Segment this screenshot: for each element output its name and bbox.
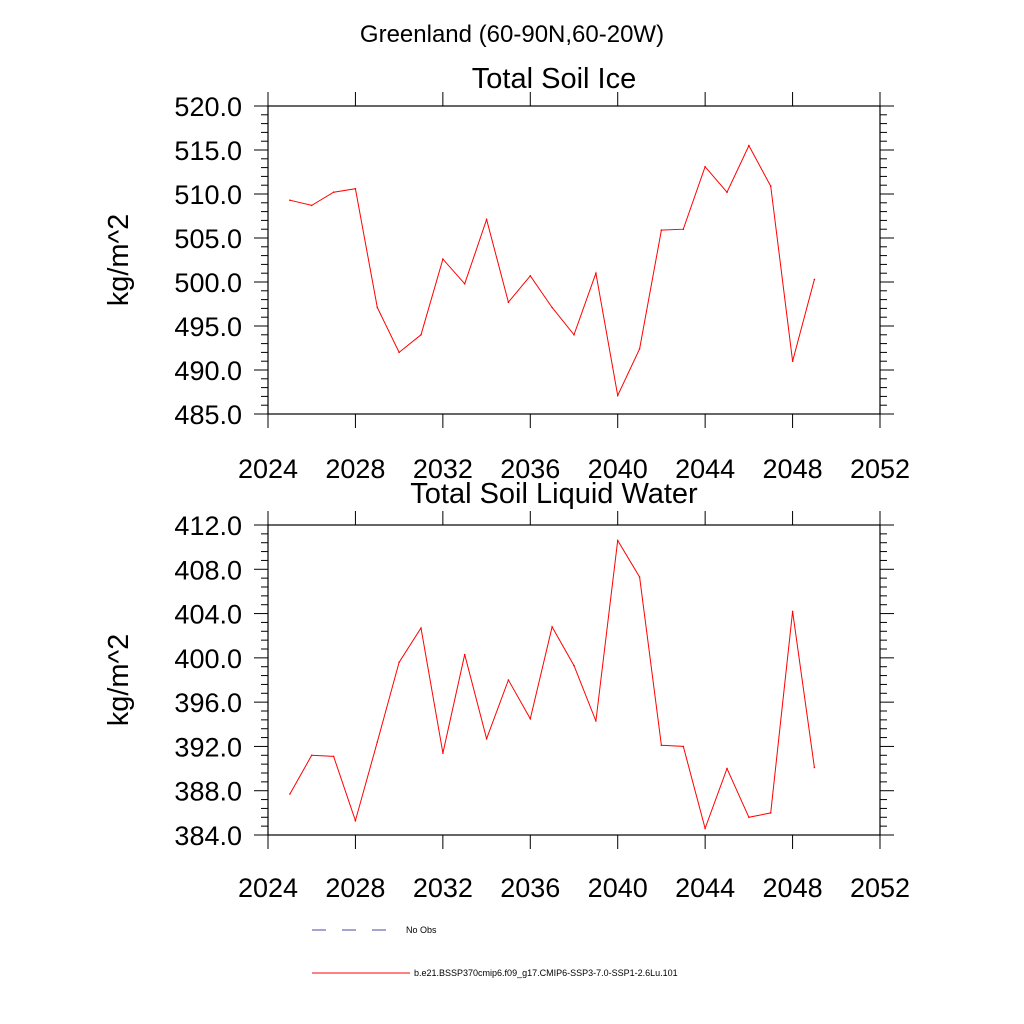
- data-point-2044: [704, 827, 706, 830]
- data-point-2029: [376, 741, 379, 743]
- x-tick-label: 2040: [588, 454, 648, 484]
- x-tick-label: 2024: [238, 454, 298, 484]
- x-tick-label: 2032: [413, 454, 473, 484]
- data-point-2033: [463, 653, 466, 656]
- legend-label-no-obs: No Obs: [406, 925, 437, 935]
- y-tick-label: 404.0: [174, 600, 242, 630]
- data-point-2039: [595, 720, 597, 722]
- panel-total-soil-ice: Total Soil Ice kg/m^2 2024 2028 2032 2036 2040…: [103, 63, 910, 484]
- data-point-2047: [769, 812, 772, 814]
- legend: No Obs b.e21.BSSP370cmip6.f09_g17.CMIP6-…: [312, 925, 678, 978]
- data-point-2040: [616, 539, 619, 542]
- data-point-2049: [813, 278, 816, 281]
- y-tick-label: 384.0: [174, 821, 242, 851]
- y-tick-label: 490.0: [174, 356, 242, 386]
- y-tick-label: 485.0: [174, 400, 242, 430]
- data-point-2026: [310, 204, 313, 207]
- data-point-2036: [529, 718, 532, 720]
- y-tick-label: 408.0: [174, 555, 242, 585]
- data-point-2028: [354, 819, 357, 822]
- x-tick-label: 2040: [588, 873, 648, 903]
- y-axis-label: kg/m^2: [103, 214, 135, 307]
- y-tick-label: 495.0: [174, 312, 242, 342]
- y-tick-label: 396.0: [174, 688, 242, 718]
- y-tick-label: 510.0: [174, 180, 242, 210]
- x-tick-label: 2032: [413, 873, 473, 903]
- plot-frame: [267, 105, 881, 415]
- x-tick-label: 2044: [675, 454, 735, 484]
- data-point-2025: [289, 199, 291, 201]
- y-tick-label: 515.0: [174, 136, 242, 166]
- data-point-2028: [354, 187, 357, 190]
- data-point-2038: [573, 664, 575, 667]
- data-point-2044: [704, 165, 706, 168]
- data-point-2037: [551, 306, 553, 309]
- series-line-0: [289, 144, 815, 398]
- data-point-2027: [332, 755, 335, 758]
- data-point-2046: [748, 144, 750, 147]
- data-point-2039: [595, 272, 597, 275]
- data-point-2045: [726, 767, 728, 770]
- x-tick-label: 2036: [500, 873, 560, 903]
- x-tick-label: 2048: [763, 873, 823, 903]
- data-point-2029: [376, 306, 379, 309]
- data-point-2027: [332, 191, 335, 193]
- legend-label-model-run: b.e21.BSSP370cmip6.f09_g17.CMIP6-SSP3-7.…: [414, 968, 678, 978]
- x-tick-label: 2028: [325, 873, 385, 903]
- data-point-2040: [616, 394, 619, 397]
- x-tick-label: 2052: [850, 454, 910, 484]
- data-point-2031: [420, 627, 422, 629]
- y-axis-label: kg/m^2: [103, 634, 135, 727]
- series-line-0: [289, 538, 815, 831]
- panel-title: Total Soil Liquid Water: [410, 478, 698, 510]
- data-point-2030: [398, 661, 400, 664]
- y-tick-label: 520.0: [174, 92, 242, 122]
- data-point-2031: [420, 334, 422, 336]
- y-tick-label: 388.0: [174, 777, 242, 807]
- data-point-2045: [726, 191, 728, 193]
- data-point-2046: [748, 816, 750, 819]
- x-tick-label: 2048: [763, 454, 823, 484]
- data-point-2041: [638, 348, 641, 350]
- y-tick-label: 392.0: [174, 732, 242, 762]
- x-tick-label: 2052: [850, 873, 910, 903]
- data-point-2032: [442, 752, 444, 754]
- data-point-2032: [442, 258, 444, 260]
- x-tick-label: 2028: [325, 454, 385, 484]
- x-tick-label: 2024: [238, 873, 298, 903]
- data-point-2038: [573, 334, 575, 336]
- data-point-2034: [485, 218, 488, 221]
- x-tick-label: 2044: [675, 873, 735, 903]
- data-point-2042: [660, 744, 663, 747]
- y-tick-label: 505.0: [174, 224, 242, 254]
- data-point-2026: [310, 754, 313, 757]
- plot-frame: [267, 524, 881, 836]
- data-point-2035: [507, 301, 510, 304]
- data-point-2047: [769, 185, 772, 187]
- y-tick-label: 400.0: [174, 644, 242, 674]
- data-point-2048: [791, 610, 794, 613]
- panel-title: Total Soil Ice: [472, 63, 636, 95]
- x-tick-label: 2036: [500, 454, 560, 484]
- panel-total-soil-liquid-water: Total Soil Liquid Water kg/m^2 2024 2028 203…: [103, 478, 910, 903]
- y-tick-label: 500.0: [174, 268, 242, 298]
- y-tick-label: 412.0: [174, 511, 242, 541]
- data-point-2025: [289, 793, 291, 795]
- data-point-2034: [485, 737, 488, 740]
- data-point-2035: [507, 679, 510, 681]
- data-point-2049: [813, 766, 816, 769]
- data-point-2048: [791, 360, 794, 363]
- data-point-2043: [682, 228, 685, 230]
- data-point-2043: [682, 745, 685, 748]
- data-point-2037: [551, 626, 553, 628]
- data-point-2042: [660, 229, 663, 231]
- data-point-2036: [529, 275, 532, 277]
- data-point-2041: [638, 576, 641, 578]
- data-point-2033: [463, 283, 466, 285]
- figure-suptitle: Greenland (60-90N,60-20W): [360, 21, 664, 48]
- data-point-2030: [398, 351, 400, 354]
